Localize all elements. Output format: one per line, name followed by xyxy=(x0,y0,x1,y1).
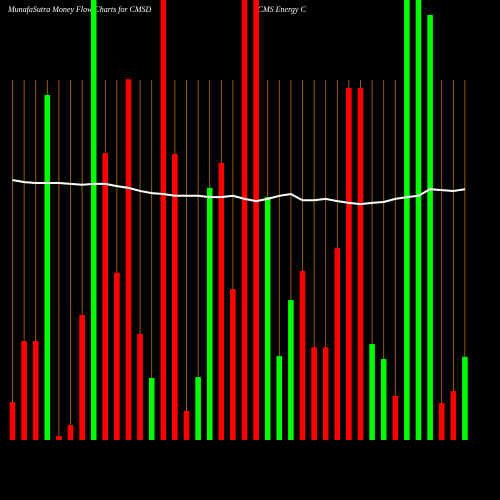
bar xyxy=(44,95,51,440)
bar xyxy=(172,154,178,440)
bar xyxy=(160,0,167,440)
bar xyxy=(195,377,201,440)
bar xyxy=(276,355,283,440)
chart-title: MunafaSutra Money Flow Charts for CMSD xyxy=(7,5,152,14)
bar xyxy=(67,425,74,440)
bar xyxy=(218,162,225,441)
bar xyxy=(438,403,445,440)
bar xyxy=(357,88,364,440)
money-flow-line xyxy=(12,178,466,206)
bar xyxy=(206,187,213,440)
bar xyxy=(79,315,85,440)
bar xyxy=(90,0,97,440)
bar xyxy=(253,0,259,440)
bar xyxy=(114,272,120,440)
bar xyxy=(404,0,410,440)
chart-subtitle: (CMS Energy C xyxy=(255,5,306,14)
bar xyxy=(450,391,457,440)
bar xyxy=(334,248,341,440)
bar xyxy=(230,289,236,440)
bar xyxy=(125,79,132,440)
bar xyxy=(346,88,352,440)
bar xyxy=(241,0,248,440)
bar xyxy=(415,0,422,440)
bar xyxy=(427,14,433,441)
bar xyxy=(148,377,155,440)
bar xyxy=(183,410,190,440)
bar xyxy=(32,341,39,440)
bar xyxy=(9,402,16,440)
bar xyxy=(462,356,468,440)
bar xyxy=(264,197,271,440)
bar xyxy=(21,341,27,440)
bar xyxy=(137,333,143,440)
bar xyxy=(299,271,306,440)
bar xyxy=(288,300,294,440)
bar xyxy=(380,359,387,440)
bar xyxy=(311,347,317,440)
bar xyxy=(102,153,109,440)
bar xyxy=(369,344,375,440)
bar xyxy=(392,396,399,440)
bar xyxy=(56,436,62,440)
bar xyxy=(322,347,329,440)
